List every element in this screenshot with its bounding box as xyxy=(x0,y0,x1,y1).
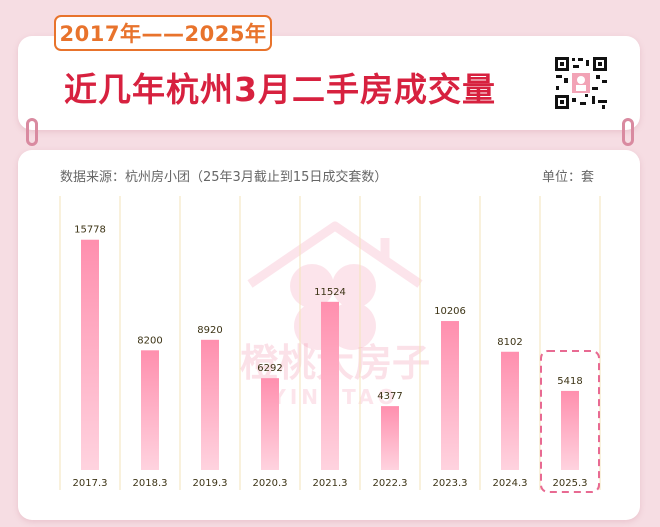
bar-value-label: 6292 xyxy=(257,363,282,374)
bar xyxy=(501,351,519,470)
x-tick-label: 2023.3 xyxy=(433,478,468,489)
bar xyxy=(381,406,399,470)
bar xyxy=(81,239,99,470)
year-range-tag: 2017年——2025年 xyxy=(54,15,272,51)
x-tick-label: 2019.3 xyxy=(193,478,228,489)
x-tick-label: 2017.3 xyxy=(73,478,108,489)
bar-value-label: 8200 xyxy=(137,335,162,346)
page-title: 近几年杭州3月二手房成交量 xyxy=(64,70,496,109)
bar xyxy=(321,301,339,470)
data-source-note: 数据来源：杭州房小团（25年3月截止到15日成交套数） xyxy=(60,170,388,185)
x-tick-label: 2024.3 xyxy=(493,478,528,489)
bar xyxy=(441,321,459,470)
bar xyxy=(261,378,279,470)
bar xyxy=(141,350,159,470)
unit-note: 单位：套 xyxy=(542,170,595,185)
bar-value-label: 8920 xyxy=(197,325,222,336)
qr-code-icon[interactable] xyxy=(552,54,610,112)
bar xyxy=(201,339,219,470)
x-tick-label: 2020.3 xyxy=(253,478,288,489)
binder-ring-right xyxy=(622,118,634,146)
binder-ring-left xyxy=(26,118,38,146)
x-tick-label: 2018.3 xyxy=(133,478,168,489)
title-card xyxy=(18,36,640,130)
bar-value-label: 11524 xyxy=(314,287,346,298)
bar-value-label: 8102 xyxy=(497,337,522,348)
bar xyxy=(561,390,579,470)
x-tick-label: 2022.3 xyxy=(373,478,408,489)
bar-value-label: 5418 xyxy=(557,376,582,387)
bar-value-label: 10206 xyxy=(434,306,466,317)
bar-value-label: 4377 xyxy=(377,391,402,402)
bar-value-label: 15778 xyxy=(74,225,106,236)
x-tick-label: 2021.3 xyxy=(313,478,348,489)
x-tick-label: 2025.3 xyxy=(553,478,588,489)
